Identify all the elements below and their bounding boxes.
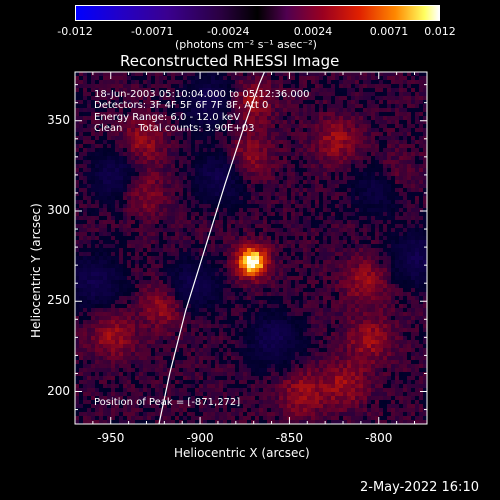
colorbar-tick-label: -0.0024 (207, 25, 250, 38)
annotation-peak-position: Position of Peak = [-871,272] (94, 397, 241, 408)
annotation-detectors: Detectors: 3F 4F 5F 6F 7F 8F, Att 0 (94, 100, 269, 111)
colorbar-unit-label: (photons cm⁻² s⁻¹ asec⁻²) (175, 38, 317, 51)
solar-limb-curve (158, 72, 265, 424)
y-tick-label: 250 (47, 293, 70, 308)
colorbar-tick-label: 0.0024 (293, 25, 333, 38)
x-tick-label: -950 (97, 431, 125, 445)
x-tick-label: -900 (186, 431, 214, 445)
y-tick-label: 350 (47, 112, 70, 127)
x-axis-label: Heliocentric X (arcsec) (174, 446, 310, 460)
colorbar-tick-label: -0.0071 (131, 25, 174, 38)
axis-ticks (75, 72, 427, 424)
annotation-clean: Clean Total counts: 3.90E+03 (94, 123, 255, 134)
y-axis-label: Heliocentric Y (arcsec) (29, 203, 43, 338)
annotation-time-range: 18-Jun-2003 05:10:04.000 to 05:12:36.000 (94, 89, 310, 100)
footer-date: 2-May-2022 16:10 (360, 480, 479, 495)
colorbar-tick-label: -0.012 (57, 25, 93, 38)
x-tick-label: -850 (275, 431, 304, 445)
plot-title: Reconstructed RHESSI Image (120, 52, 340, 70)
colorbar-tick-label: 0.012 (424, 25, 456, 38)
y-tick-label: 200 (47, 383, 70, 398)
y-tick-label: 300 (47, 202, 70, 217)
plot-frame (74, 71, 428, 425)
annotation-energy: Energy Range: 6.0 - 12.0 keV (94, 112, 241, 123)
x-tick-label: -800 (365, 431, 393, 445)
colorbar-tick-label: 0.0071 (369, 25, 409, 38)
heatmap-image (75, 72, 427, 424)
colorbar (75, 5, 440, 21)
